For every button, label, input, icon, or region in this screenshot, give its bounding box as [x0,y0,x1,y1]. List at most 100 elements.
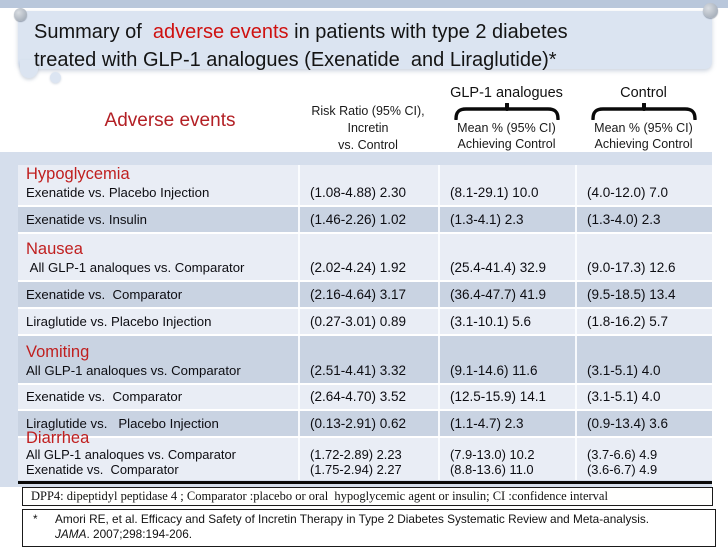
risk-ratio-cell: (2.51-4.41) 3.32 [298,336,438,383]
cell-value: (1.75-2.94) 2.27 [310,462,402,477]
risk-ratio-cell: (1.72-2.89) 2.23 (1.75-2.94) 2.27 [298,438,438,480]
glp1-value-cell: (3.1-10.1) 5.6 [438,309,575,334]
cell-value: (3.6-6.7) 4.9 [587,462,658,477]
risk-ratio-cell: (2.02-4.24) 1.92 [298,234,438,280]
table-row: Exenatide vs. Comparator (2.64-4.70) 3.52… [18,385,712,409]
reference-asterisk: * [33,512,38,526]
section-header: Vomiting [26,343,90,361]
cell-value: (3.1-5.1) 4.0 [587,363,661,378]
table-row: Exenatide vs. Insulin (1.46-2.26) 1.02 (1.… [18,207,712,232]
glp1-value-cell: (12.5-15.9) 14.1 [438,385,575,409]
cell-value: (0.27-3.01) 0.89 [310,314,407,329]
pin-icon [703,3,718,18]
brace-icon [453,103,560,120]
adverse-event-cell: Hypoglycemia Exenatide vs. Placebo Inject… [18,165,298,205]
cell-value: (3.1-5.1) 4.0 [587,389,661,404]
title-box-dot [50,72,61,83]
column-header-adverse-events: Adverse events [104,110,236,131]
row-label: All GLP-1 analoques vs. Comparator [26,447,236,462]
control-value-cell: (1.8-16.2) 5.7 [575,309,712,334]
title-part1: Summary of [34,21,153,43]
cell-value: (1.46-2.26) 1.02 [310,212,407,227]
reference-journal: JAMA [55,527,87,541]
control-subheader-line1: Mean % (95% CI) [594,121,693,135]
cell-value: (2.51-4.41) 3.32 [310,363,407,378]
footnote-abbreviations: DPP4: dipeptidyl peptidase 4 ; Comparato… [22,487,713,506]
control-value-cell: (0.9-13.4) 3.6 [575,411,712,436]
reference-line1: * Amori RE, et al. Efficacy and Safety o… [33,512,715,527]
risk-ratio-cell: (1.08-4.88) 2.30 [298,165,438,205]
cell-value: (3.1-10.1) 5.6 [450,314,532,329]
control-value-cell: (9.5-18.5) 13.4 [575,282,712,307]
slide-title: Summary of adverse events in patients wi… [34,18,694,74]
glp1-value-cell: (7.9-13.0) 10.2 (8.8-13.6) 11.0 [438,438,575,480]
cell-value: (9.0-17.3) 12.6 [587,260,676,275]
column-header-risk-ratio: Risk Ratio (95% CI), Incretin vs. Contro… [298,103,438,154]
row-label: All GLP-1 analoques vs. Comparator [26,363,241,378]
cell-value: (1.3-4.0) 2.3 [587,212,661,227]
pin-icon [14,8,27,21]
row-label: Liraglutide vs. Placebo Injection [26,314,212,329]
reference-line2: JAMA. 2007;298:194-206. [33,527,715,542]
cell-value: (0.13-2.91) 0.62 [310,416,407,431]
glp1-value-cell: (1.3-4.1) 2.3 [438,207,575,232]
row-label: Exenatide vs. Insulin [26,212,147,227]
control-value-cell: (9.0-17.3) 12.6 [575,234,712,280]
adverse-event-cell: Exenatide vs. Comparator [18,385,298,409]
cell-value: (12.5-15.9) 14.1 [450,389,547,404]
cell-value: (4.0-12.0) 7.0 [587,185,669,200]
adverse-event-cell: Exenatide vs. Insulin [18,207,298,232]
section-header: Hypoglycemia [26,165,130,183]
cell-value: (1.72-2.89) 2.23 [310,447,402,462]
reference-text: Amori RE, et al. Efficacy and Safety of … [55,512,650,526]
glp1-value-cell: (1.1-4.7) 2.3 [438,411,575,436]
control-value-cell: (3.7-6.6) 4.9 (3.6-6.7) 4.9 [575,438,712,480]
cell-value: (1.8-16.2) 5.7 [587,314,669,329]
cell-value: (0.9-13.4) 3.6 [587,416,669,431]
brace-icon [590,103,697,120]
table-row: Vomiting All GLP-1 analoques vs. Comparat… [18,336,712,383]
risk-ratio-cell: (1.46-2.26) 1.02 [298,207,438,232]
adverse-event-cell: Diarrhea All GLP-1 analoques vs. Comparat… [18,429,298,480]
row-label: Exenatide vs. Comparator [26,287,183,302]
reference-tail: . 2007;298:194-206. [86,527,193,541]
control-value-cell: (1.3-4.0) 2.3 [575,207,712,232]
title-highlight: adverse events [152,21,289,43]
control-value-cell: (3.1-5.1) 4.0 [575,336,712,383]
control-subheader-line2: Achieving Control [594,137,693,151]
adverse-event-cell: Exenatide vs. Comparator [18,282,298,307]
cell-value: (9.5-18.5) 13.4 [587,287,676,302]
section-header: Nausea [26,240,83,258]
control-value-cell: (4.0-12.0) 7.0 [575,165,712,205]
cell-value: (3.7-6.6) 4.9 [587,447,658,462]
top-border-strip [0,0,728,8]
glp1-group-title: GLP-1 analogues [450,85,563,101]
table-row: Nausea All GLP-1 analoques vs. Comparato… [18,234,712,280]
row-label: Liraglutide vs. Placebo Injection [26,416,219,431]
table-row: Diarrhea All GLP-1 analoques vs. Comparat… [18,429,712,480]
title-box [18,11,712,69]
adverse-event-cell: Liraglutide vs. Placebo Injection [18,411,298,436]
control-group-title: Control [620,85,667,101]
table-row: Exenatide vs. Comparator (2.16-4.64) 3.17… [18,282,712,307]
cell-value: (2.64-4.70) 3.52 [310,389,407,404]
cell-value: (25.4-41.4) 32.9 [450,260,547,275]
glp1-value-cell: (25.4-41.4) 32.9 [438,234,575,280]
cell-value: (2.16-4.64) 3.17 [310,287,407,302]
footnote-reference: * Amori RE, et al. Efficacy and Safety o… [22,509,716,547]
column-group-glp1: GLP-1 analogues Mean % (95% CI) Achievin… [438,85,575,152]
cell-value: (8.1-29.1) 10.0 [450,185,539,200]
cell-value: (1.3-4.1) 2.3 [450,212,524,227]
table-row: Liraglutide vs. Placebo Injection (0.13-2… [18,411,712,436]
cell-value: (8.8-13.6) 11.0 [450,462,534,477]
table-row: Hypoglycemia Exenatide vs. Placebo Inject… [18,165,712,205]
table-row: Liraglutide vs. Placebo Injection (0.27-3… [18,309,712,334]
section-header: Diarrhea [26,429,90,447]
glp1-subheader-line1: Mean % (95% CI) [457,121,556,135]
cell-value: (1.08-4.88) 2.30 [310,185,407,200]
cell-value: (1.1-4.7) 2.3 [450,416,524,431]
title-box-corner-tab [20,60,38,78]
glp1-value-cell: (36.4-47.7) 41.9 [438,282,575,307]
risk-ratio-cell: (0.27-3.01) 0.89 [298,309,438,334]
glp1-value-cell: (9.1-14.6) 11.6 [438,336,575,383]
